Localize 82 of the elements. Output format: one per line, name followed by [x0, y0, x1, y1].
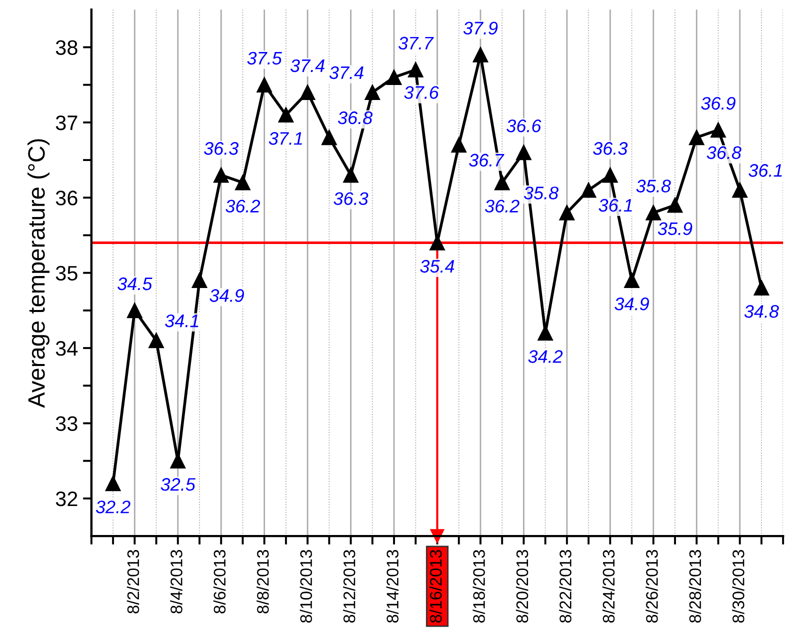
point [516, 144, 532, 160]
point [343, 167, 358, 183]
point [710, 122, 726, 138]
data-label: 32.5 [160, 478, 196, 491]
point [213, 167, 229, 183]
point [322, 130, 337, 146]
data-label: 36.8 [706, 146, 742, 160]
point [300, 84, 316, 100]
x-tick-label: 8/24/2013 [602, 550, 615, 623]
point [105, 476, 121, 492]
y-tick-label: 32 [56, 491, 78, 506]
data-label: 34.5 [118, 277, 152, 290]
data-label: 37.5 [247, 52, 282, 65]
x-tick-label: 8/4/2013 [170, 550, 182, 614]
y-axis-title: Average temperature (°C) [27, 139, 50, 408]
point [754, 280, 770, 296]
x-tick-label: 8/18/2013 [472, 550, 485, 623]
x-tick-label: 8/6/2013 [213, 550, 226, 614]
data-label: 36.1 [598, 198, 632, 212]
data-label: 34.9 [210, 289, 244, 302]
data-label: 34.8 [744, 305, 779, 318]
data-label: 32.2 [96, 500, 130, 514]
point [256, 77, 272, 92]
point [646, 205, 662, 220]
point [364, 84, 380, 100]
x-tick-label: 8/26/2013 [646, 550, 658, 623]
data-label: 36.7 [469, 154, 504, 167]
x-tick-label: 8/22/2013 [559, 550, 572, 623]
data-label: 36.3 [593, 142, 628, 155]
data-label: 37.7 [398, 36, 434, 50]
x-tick-label: 8/2/2013 [126, 550, 140, 614]
y-tick-label: 38 [56, 40, 78, 55]
data-label: 34.9 [614, 298, 649, 310]
point [559, 205, 575, 220]
x-tick-label: 8/10/2013 [300, 550, 312, 623]
point [602, 167, 618, 183]
point [192, 272, 208, 288]
data-label: 37.4 [290, 59, 324, 72]
point [667, 198, 683, 213]
data-label: 34.2 [528, 350, 563, 363]
data-label: 36.2 [226, 200, 260, 213]
x-tick-label: 8/30/2013 [732, 550, 744, 623]
data-label: 37.1 [268, 132, 302, 145]
point [624, 272, 640, 288]
data-label: 37.9 [463, 22, 498, 35]
data-label: 36.2 [484, 200, 520, 213]
point [494, 174, 510, 190]
point [278, 107, 294, 123]
point [235, 174, 250, 190]
data-label: 36.9 [701, 96, 736, 110]
data-label: 35.4 [420, 260, 454, 273]
x-tick-label: 8/20/2013 [516, 550, 528, 623]
data-label: 35.9 [658, 222, 692, 236]
y-tick-label: 36 [56, 190, 78, 206]
data-label: 37.6 [404, 86, 439, 99]
x-tick-label: 8/12/2013 [343, 550, 356, 623]
point [732, 182, 748, 198]
x-tick-label: 8/8/2013 [256, 550, 269, 614]
data-label: 36.6 [506, 120, 542, 132]
point [580, 182, 596, 198]
data-label: 36.8 [338, 111, 373, 124]
point [127, 302, 142, 318]
point [688, 130, 704, 146]
x-tick-label: 8/14/2013 [386, 550, 398, 623]
point [451, 137, 467, 153]
point [472, 47, 488, 62]
y-tick-label: 37 [56, 115, 78, 130]
data-label: 37.4 [329, 66, 364, 80]
data-label: 34.1 [165, 314, 198, 328]
data-label: 36.1 [748, 164, 782, 177]
y-tick-label: 33 [56, 416, 78, 432]
data-label: 35.8 [636, 180, 671, 192]
y-tick-label: 34 [56, 341, 78, 356]
point [408, 62, 424, 78]
data-label: 35.8 [524, 186, 558, 200]
point [148, 332, 164, 348]
point [386, 70, 402, 85]
data-label: 36.3 [334, 192, 368, 206]
data-label: 36.3 [204, 142, 239, 155]
y-tick-label: 35 [56, 266, 78, 281]
x-tick-label: 8/28/2013 [688, 550, 702, 623]
x-tick-label: 8/16/2013 [429, 550, 442, 623]
